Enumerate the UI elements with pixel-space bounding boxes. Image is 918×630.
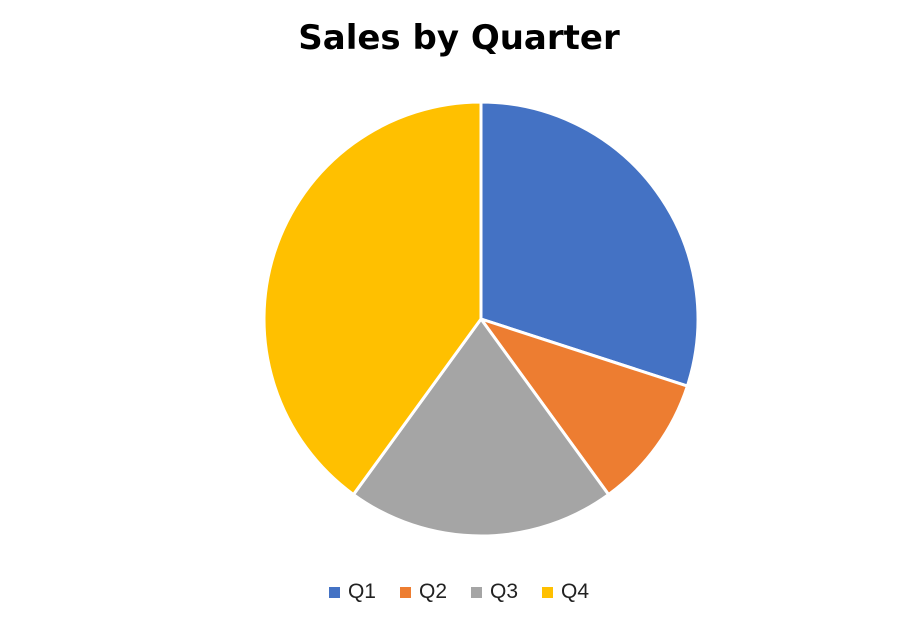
pie-slice-q3 — [351, 317, 611, 538]
legend-label-q1: Q1 — [347, 580, 376, 603]
legend-swatch-q3 — [471, 586, 482, 598]
legend-swatch-q2 — [399, 586, 411, 598]
pie-slices — [262, 100, 700, 538]
legend-label-q4: Q4 — [561, 580, 590, 603]
legend-item-q3: Q3 — [471, 580, 518, 604]
pie-slice-q1 — [479, 100, 700, 388]
legend-swatch-q4 — [542, 586, 554, 598]
legend-item-q4: Q4 — [542, 580, 589, 604]
legend-label-q3: Q3 — [490, 580, 519, 603]
pie-slice-q4 — [262, 100, 483, 497]
legend: Q1 Q2 Q3 Q4 — [0, 580, 918, 604]
pie-slice-q2 — [479, 317, 689, 497]
legend-swatch-q1 — [328, 586, 340, 598]
legend-label-q2: Q2 — [418, 580, 447, 603]
chart-title: Sales by Quarter — [298, 18, 620, 58]
legend-item-q2: Q2 — [399, 580, 447, 604]
legend-item-q1: Q1 — [328, 580, 376, 604]
